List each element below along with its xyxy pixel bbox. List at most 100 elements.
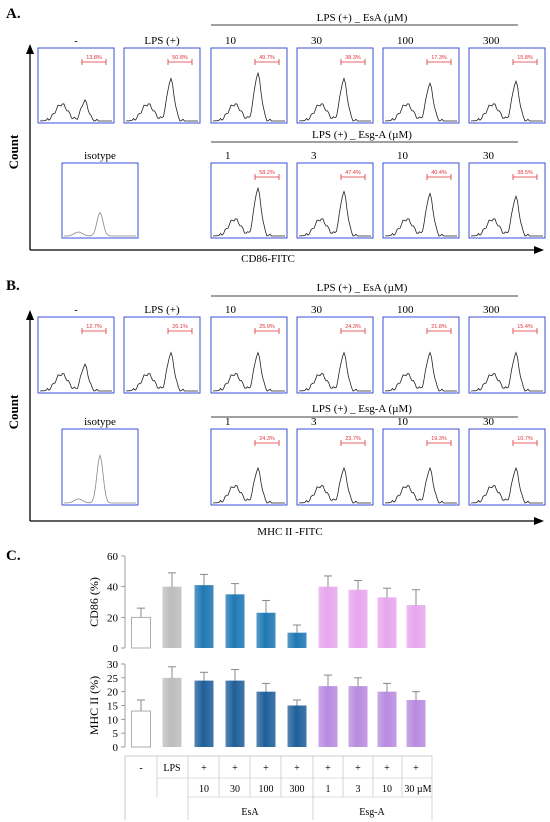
group-label: LPS (+) _ EsA (µM) (317, 282, 408, 294)
group-label: LPS (+) _ EsA (µM) (317, 12, 408, 24)
y-tick-label: 10 (107, 714, 119, 726)
group-label: LPS (+) _ Esg-A (µM) (312, 129, 412, 141)
histogram-frame (61, 428, 139, 506)
panel-c-table: - LPS + + + + + + + +10 30 100 300 1 3 10 30 µM EsA Esg-A (124, 755, 433, 820)
histogram-frame (468, 316, 546, 394)
table-group-label: EsA (241, 807, 259, 818)
histogram-frame (468, 162, 546, 239)
table-cell: + (355, 763, 361, 774)
bar (194, 680, 214, 747)
histogram-trace (470, 466, 543, 504)
histogram-trace (39, 363, 112, 392)
histogram-trace (298, 351, 371, 392)
panel-b-y-arrow (26, 310, 34, 320)
panel-a-histograms: LPS (+) _ EsA (µM) - 13.8% LPS (+) 50.8% 10 49… (37, 12, 546, 239)
panel-a: A. Count CD86-FITC LPS (+) _ EsA (µM)-13… (6, 6, 546, 265)
table-cell: 10 (199, 784, 209, 795)
histogram-trace (64, 211, 136, 237)
group-label: LPS (+) _ Esg-A (µM) (312, 403, 412, 415)
bar (287, 705, 307, 747)
table-cell: + (201, 763, 207, 774)
histogram-label: 30 (311, 304, 323, 316)
gate-percent: 15.8% (517, 55, 533, 61)
histogram-trace (470, 79, 543, 122)
histogram-trace (212, 466, 285, 504)
histogram-frame (382, 47, 460, 124)
histogram-trace (298, 77, 371, 122)
table-cell: + (325, 763, 331, 774)
gate-percent: 23.7% (345, 436, 361, 442)
bar (377, 597, 397, 648)
table-cell: 3 (356, 784, 361, 795)
gate-percent: 40.4% (431, 170, 447, 176)
bar (348, 589, 368, 648)
bar (162, 677, 182, 747)
panel-a-x-axis-label: CD86-FITC (241, 253, 295, 265)
gate-percent: 49.7% (259, 55, 275, 61)
gate-percent: 26.1% (172, 324, 188, 330)
histogram-label: isotype (84, 416, 116, 428)
histogram-label: - (74, 35, 78, 47)
bar (406, 699, 426, 747)
bar (318, 686, 338, 747)
table-cell: + (232, 763, 238, 774)
panel-b-y-axis-label: Count (6, 394, 21, 429)
histogram-label: 10 (397, 416, 409, 428)
histogram-label: 1 (225, 150, 231, 162)
table-cell: + (263, 763, 269, 774)
bar (225, 680, 245, 747)
table-cell: LPS (163, 763, 180, 774)
histogram-label: 10 (225, 35, 237, 47)
y-tick-label: 40 (107, 582, 119, 594)
y-tick-label: 15 (107, 701, 119, 713)
bar (131, 616, 151, 649)
histogram-trace (125, 77, 198, 122)
table-cell: - (139, 763, 142, 774)
bar (318, 586, 338, 648)
bar (256, 612, 276, 648)
histogram-label: 30 (311, 35, 323, 47)
histogram-frame (61, 162, 139, 239)
bar (131, 710, 151, 748)
panel-a-letter: A. (6, 6, 21, 22)
histogram-frame (210, 162, 288, 239)
histogram-frame (382, 428, 460, 506)
gate-percent: 19.3% (431, 436, 447, 442)
gate-percent: 17.3% (431, 55, 447, 61)
y-tick-label: 0 (113, 742, 119, 754)
gate-percent: 21.8% (431, 324, 447, 330)
gate-percent: 24.3% (259, 436, 275, 442)
gate-percent: 58.2% (259, 170, 275, 176)
histogram-trace (212, 71, 285, 122)
bar (162, 586, 182, 648)
histogram-trace (64, 453, 136, 504)
panel-a-x-arrow (534, 246, 544, 254)
histogram-label: - (74, 304, 78, 316)
histogram-trace (470, 194, 543, 237)
histogram-label: 100 (397, 304, 414, 316)
y-axis-label: CD86 (%) (87, 577, 101, 627)
table-group-label: Esg-A (359, 807, 385, 818)
histogram-frame (37, 47, 115, 124)
gate-percent: 38.5% (517, 170, 533, 176)
y-tick-label: 30 (107, 659, 119, 671)
gate-percent: 47.4% (345, 170, 361, 176)
gate-percent: 24.3% (345, 324, 361, 330)
histogram-frame (296, 428, 374, 506)
histogram-label: 3 (311, 150, 317, 162)
bar (225, 594, 245, 648)
gate-percent: 12.7% (86, 324, 102, 330)
histogram-trace (298, 466, 371, 504)
histogram-trace (125, 351, 198, 392)
histogram-frame (37, 316, 115, 394)
bar (287, 632, 307, 648)
gate-percent: 38.3% (345, 55, 361, 61)
table-cell: 10 (382, 784, 392, 795)
histogram-frame (296, 47, 374, 124)
histogram-frame (382, 162, 460, 239)
histogram-frame (296, 316, 374, 394)
histogram-label: LPS (+) (144, 304, 180, 316)
histogram-frame (210, 47, 288, 124)
